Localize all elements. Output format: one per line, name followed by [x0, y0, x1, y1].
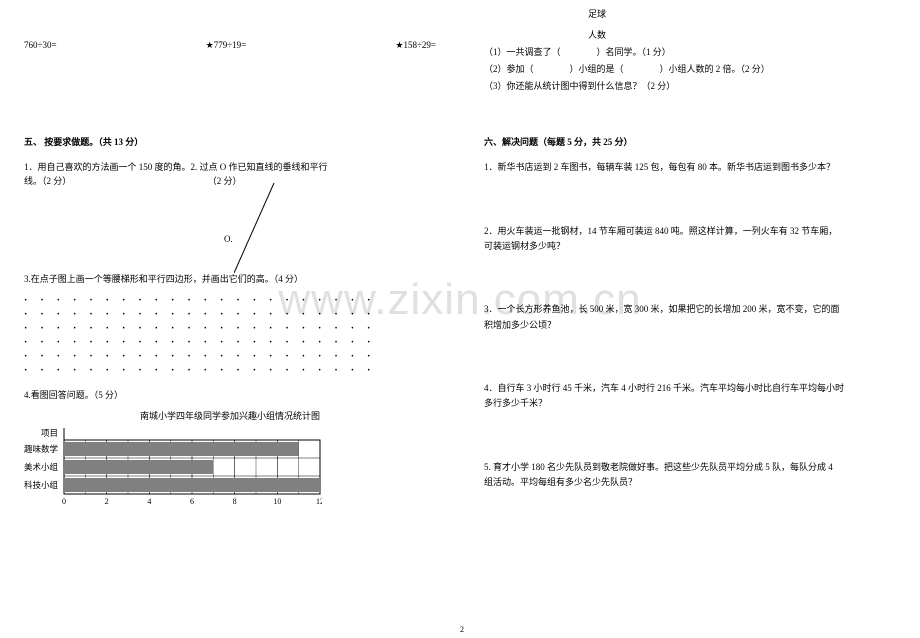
dot-row: ······················: [24, 294, 436, 308]
dot-row: ······················: [24, 322, 436, 336]
chart-title: 南城小学四年级同学参加兴趣小组情况统计图: [24, 409, 436, 422]
q6-5a: 5. 育才小学 180 名少先队员到敬老院做好事。把这些少先队员平均分成 5 队…: [484, 460, 896, 475]
chart-category-label: 美术小组: [24, 458, 58, 476]
division-row: 760÷30= ★779÷19= ★158÷29=: [24, 40, 436, 51]
dot-grid: ········································…: [24, 294, 436, 378]
sub-q2: （2）参加（ ）小组的是（ ）小组人数的 2 倍。（2 分）: [484, 61, 896, 78]
q5-1-line1: 1．用自己喜欢的方法画一个 150 度的角。2. 过点 O 作已知直线的垂线和平…: [24, 160, 436, 174]
q6-2: 2．用火车装运一批钢材，14 节车厢可装运 840 吨。照这样计算，一列火车有 …: [484, 224, 896, 255]
division-c: ★158÷29=: [395, 40, 436, 51]
q6-3: 3．一个长方形养鱼池，长 500 米，宽 300 米，如果把它的长增加 200 …: [484, 302, 896, 333]
chart-bar: [64, 460, 213, 474]
chart-svg: 0 2 4 6 8 10 12: [62, 426, 322, 510]
point-o-label: O.: [224, 234, 436, 244]
svg-text:8: 8: [233, 497, 237, 506]
dot-row: ······················: [24, 364, 436, 378]
q5-1-part2: 2. 过点 O 作已知直线的垂线和平行: [191, 162, 328, 172]
q6-4: 4．自行车 3 小时行 45 千米，汽车 4 小时行 216 千米。汽车平均每小…: [484, 381, 896, 412]
football-label: 足球: [484, 6, 896, 23]
division-b: ★779÷19=: [206, 40, 247, 51]
division-a: 760÷30=: [24, 40, 57, 50]
q5-1-part1: 1．用自己喜欢的方法画一个 150 度的角。: [24, 162, 191, 172]
svg-text:10: 10: [273, 497, 281, 506]
svg-text:6: 6: [190, 497, 194, 506]
dot-row: ······················: [24, 350, 436, 364]
chart-category-label: 科技小组: [24, 476, 58, 494]
chart-category-label: 趣味数学: [24, 440, 58, 458]
bar-chart: 项目趣味数学美术小组科技小组 0 2 4 6 8 10 12: [24, 426, 436, 510]
q6-5b: 组活动。平均每组有多少名少先队员？: [484, 475, 896, 490]
q6-2a: 2．用火车装运一批钢材，14 节车厢可装运 840 吨。照这样计算，一列火车有 …: [484, 224, 896, 239]
chart-y-top-label: 项目: [41, 426, 58, 440]
count-label: 人数: [484, 27, 896, 44]
q6-1: 1．新华书店运到 2 车图书，每辆车装 125 包，每包有 80 本。新华书店运…: [484, 160, 896, 175]
q6-3a: 3．一个长方形养鱼池，长 500 米，宽 300 米，如果把它的长增加 200 …: [484, 302, 896, 317]
dot-row: ······················: [24, 336, 436, 350]
q6-3b: 积增加多少公顷？: [484, 318, 896, 333]
q5-3: 3.在点子图上画一个等腰梯形和平行四边形，并画出它们的高。（4 分）: [24, 272, 436, 286]
q6-4a: 4．自行车 3 小时行 45 千米，汽车 4 小时行 216 千米。汽车平均每小…: [484, 381, 896, 396]
q6-4b: 多行多少千米？: [484, 396, 896, 411]
svg-text:12: 12: [316, 497, 322, 506]
q6-2b: 可装运钢材多少吨？: [484, 239, 896, 254]
svg-text:2: 2: [105, 497, 109, 506]
chart-y-labels: 项目趣味数学美术小组科技小组: [24, 426, 62, 494]
section-5-title: 五、 按要求做题。（共 13 分）: [24, 135, 436, 148]
q5-4: 4.看图回答问题。（5 分）: [24, 388, 436, 402]
chart-bar: [64, 478, 320, 492]
sub-q3: （3）你还能从统计图中得到什么信息？（2 分）: [484, 78, 896, 95]
chart-bar: [64, 442, 299, 456]
right-top-block: 足球 人数 （1）一共调查了（ ）名同学。（1 分） （2）参加（ ）小组的是（…: [484, 6, 896, 95]
svg-text:4: 4: [147, 497, 151, 506]
section-6-title: 六、解决问题（每题 5 分，共 25 分）: [484, 135, 896, 148]
svg-text:0: 0: [62, 497, 66, 506]
q5-1-2a: 线。（2 分）: [24, 176, 71, 186]
dot-row: ······················: [24, 308, 436, 322]
sub-q1: （1）一共调查了（ ）名同学。（1 分）: [484, 44, 896, 61]
q6-5: 5. 育才小学 180 名少先队员到敬老院做好事。把这些少先队员平均分成 5 队…: [484, 460, 896, 491]
q5-1-2b: （2 分）: [208, 176, 242, 186]
q5-1-line2: 线。（2 分） （2 分）: [24, 174, 436, 188]
